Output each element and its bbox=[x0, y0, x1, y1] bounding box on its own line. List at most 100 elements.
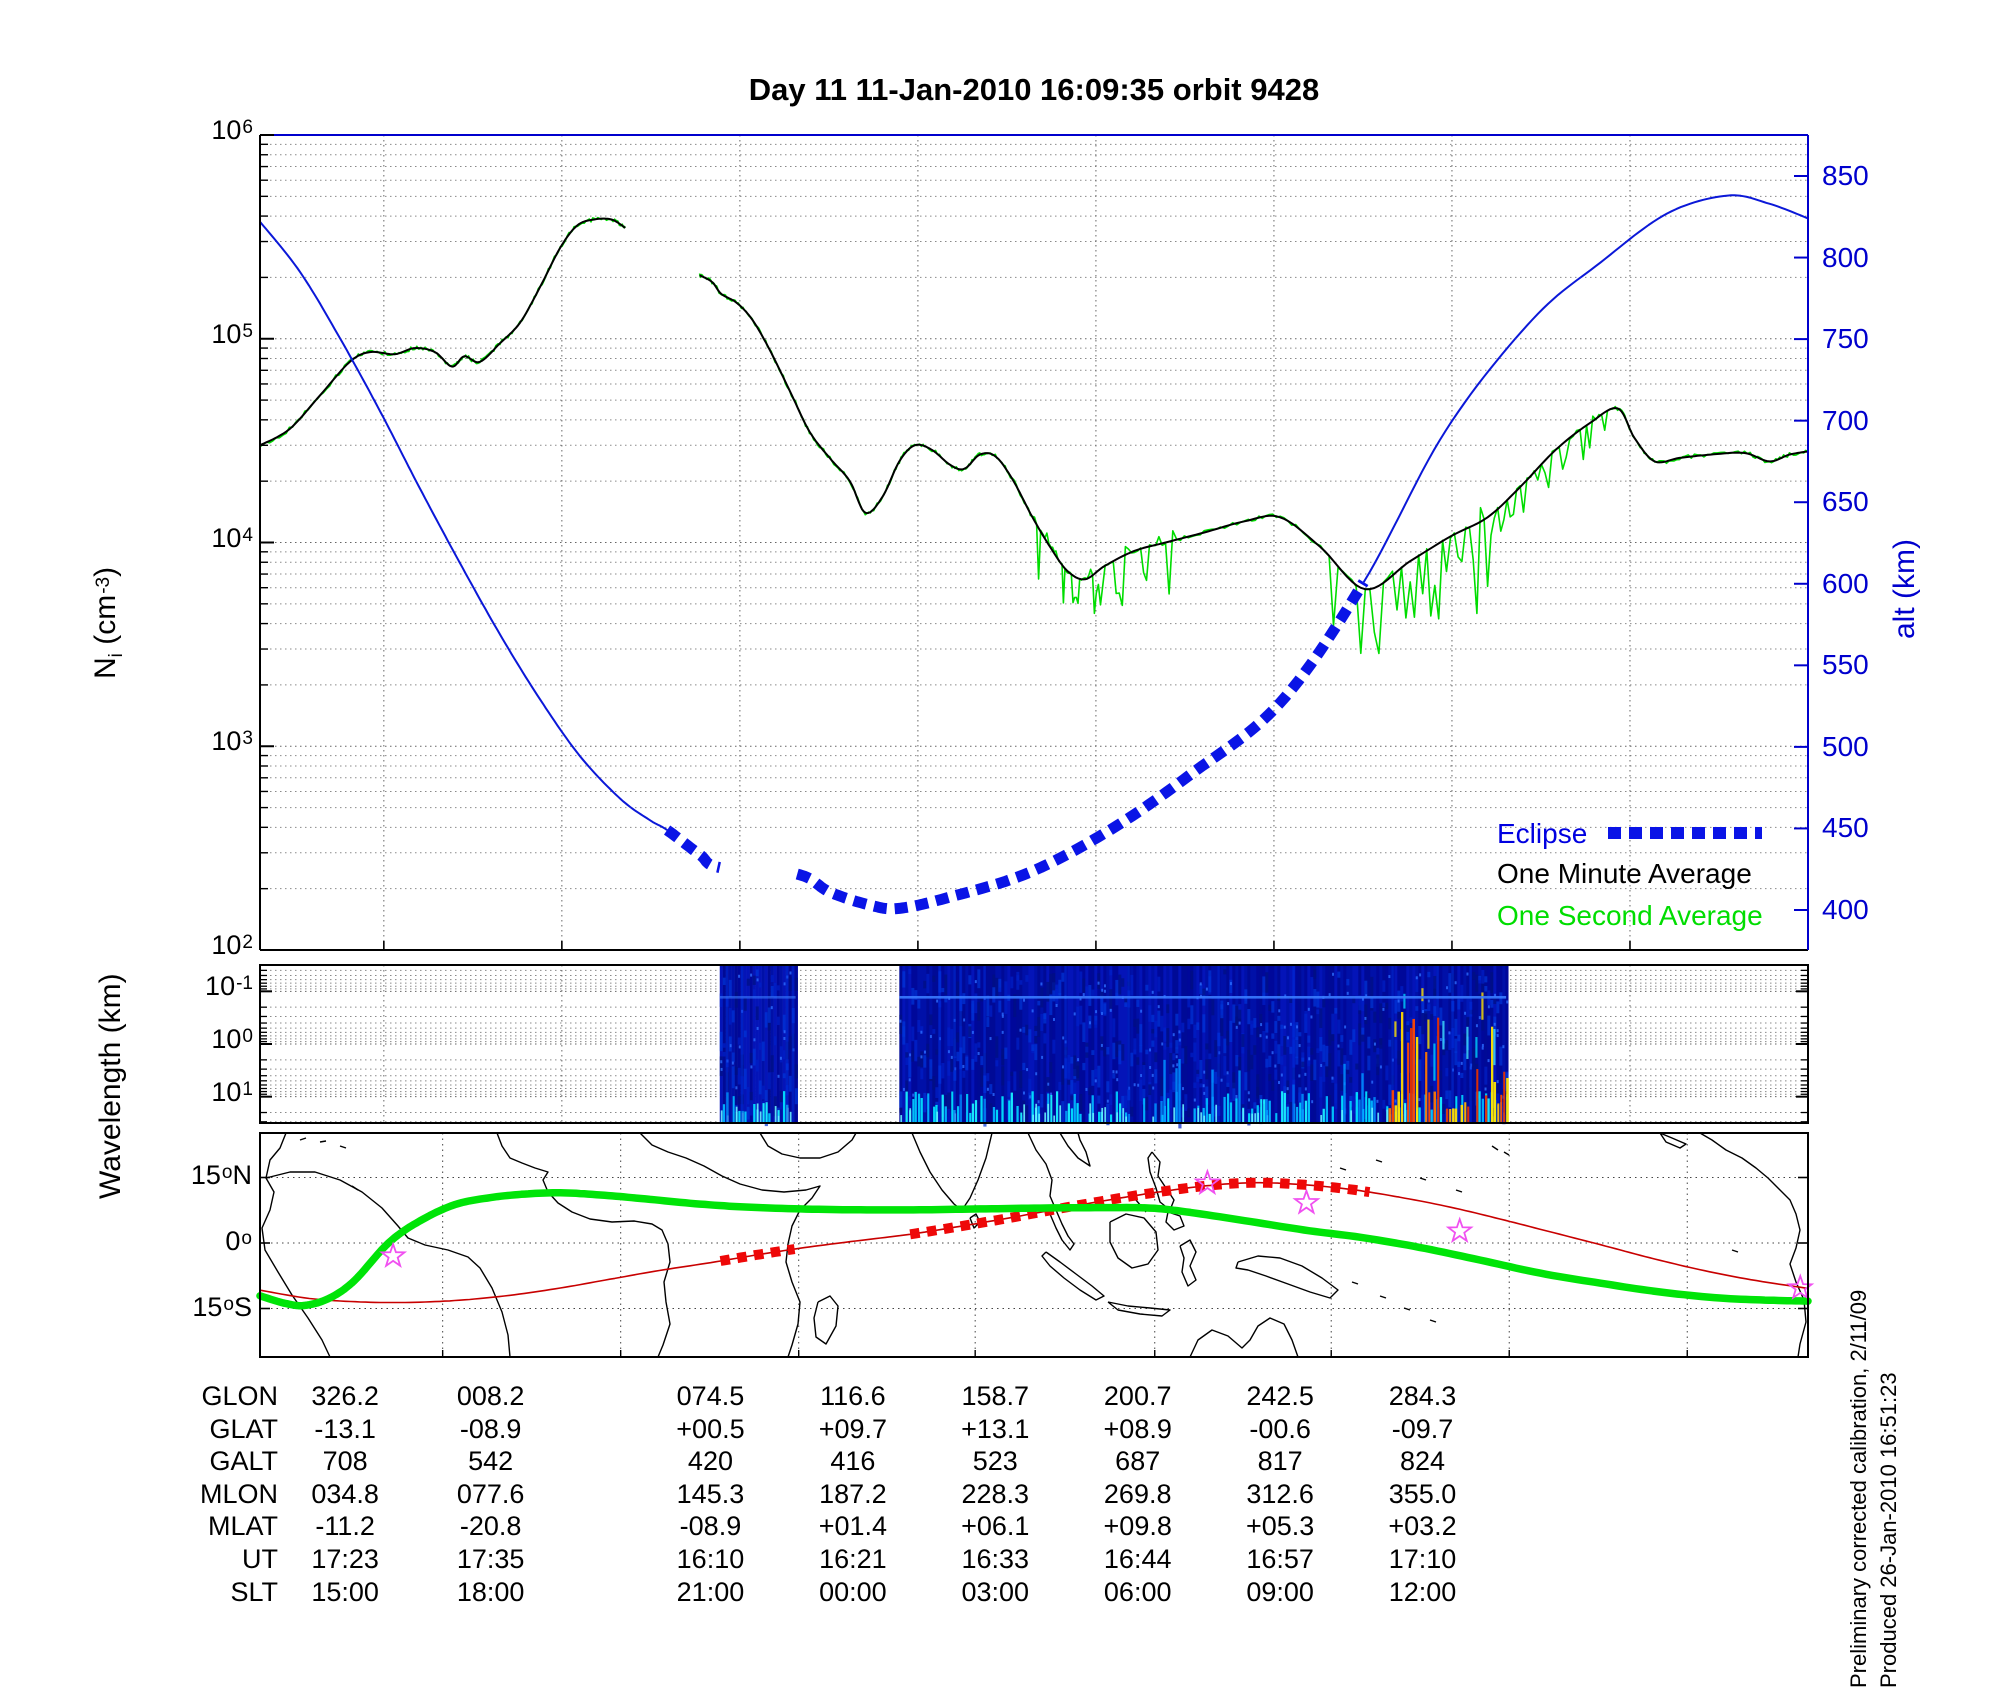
star-marker bbox=[1292, 1188, 1321, 1215]
star-marker bbox=[1445, 1216, 1474, 1244]
spectrogram-column bbox=[1310, 966, 1314, 1122]
table-cell: +09.7 bbox=[818, 1413, 888, 1444]
spectrogram-column bbox=[752, 966, 756, 1122]
spectrogram-column bbox=[1019, 966, 1023, 1122]
table-cell: 034.8 bbox=[311, 1478, 379, 1509]
spectrogram-column bbox=[794, 966, 798, 1122]
spectrogram-column bbox=[1154, 966, 1158, 1122]
coastline bbox=[1107, 1301, 1171, 1317]
table-cell: 16:33 bbox=[961, 1544, 1030, 1574]
altitude-curve bbox=[259, 221, 668, 831]
spectrogram-column bbox=[1124, 966, 1128, 1122]
page-title: Day 11 11-Jan-2010 16:09:35 orbit 9428 bbox=[748, 72, 1320, 107]
spectrogram-column bbox=[767, 966, 771, 1122]
table-row-label: MLON bbox=[199, 1478, 278, 1509]
spectrogram-column bbox=[1046, 966, 1050, 1122]
table-cell: 326.2 bbox=[311, 1381, 379, 1411]
spectrogram-column bbox=[1382, 966, 1386, 1122]
spectrogram-column bbox=[734, 966, 738, 1122]
spectrogram-column bbox=[1184, 966, 1188, 1122]
tick-label-altitude: 500 bbox=[1822, 730, 1869, 762]
spectrogram-column bbox=[1211, 966, 1215, 1122]
table-cell: 074.5 bbox=[676, 1381, 745, 1411]
coastline bbox=[1659, 1132, 1687, 1149]
spectrogram-column bbox=[1079, 966, 1083, 1122]
table-cell: -08.9 bbox=[679, 1511, 742, 1542]
spectrogram-column bbox=[1487, 966, 1491, 1122]
table-cell: 03:00 bbox=[961, 1576, 1030, 1607]
coastline bbox=[813, 1295, 839, 1345]
star-marker bbox=[379, 1241, 408, 1269]
spectrogram-column bbox=[929, 966, 933, 1122]
spectrogram-column bbox=[968, 966, 972, 1122]
spectrogram-column bbox=[1070, 966, 1074, 1122]
spectrogram-column bbox=[1301, 966, 1305, 1122]
spectrogram-column bbox=[1346, 966, 1350, 1122]
spectrogram-column bbox=[1484, 966, 1488, 1122]
legend-one-minute-label: One Minute Average bbox=[1497, 858, 1752, 889]
spectrogram-column bbox=[1025, 966, 1029, 1122]
spectrogram-column bbox=[971, 966, 975, 1122]
spectrogram-column bbox=[1082, 966, 1086, 1122]
table-cell: 17:35 bbox=[456, 1544, 525, 1574]
coastline bbox=[639, 1132, 821, 1358]
spectrogram-column bbox=[1313, 966, 1317, 1122]
table-cell: 687 bbox=[1115, 1446, 1161, 1477]
table-cell: 00:00 bbox=[819, 1576, 887, 1607]
coastline bbox=[319, 1140, 327, 1143]
spectrogram-column bbox=[1457, 966, 1461, 1122]
spectrogram-column bbox=[911, 966, 915, 1122]
coastline bbox=[1027, 1132, 1075, 1251]
tick-label-density: 102 bbox=[211, 930, 253, 960]
spectrogram-column bbox=[1370, 966, 1374, 1122]
table-row-label: GLON bbox=[201, 1381, 278, 1411]
spectrogram-column bbox=[770, 966, 774, 1122]
spectrogram-column bbox=[1502, 966, 1506, 1122]
spectrogram-column bbox=[1361, 966, 1365, 1122]
table-cell: 817 bbox=[1257, 1446, 1303, 1477]
spectrogram-column bbox=[1307, 966, 1311, 1122]
tick-label-altitude: 400 bbox=[1822, 893, 1869, 925]
table-cell: 284.3 bbox=[1388, 1381, 1457, 1411]
spectrogram-column bbox=[1331, 966, 1335, 1122]
ground-track-eclipse-dash bbox=[719, 1244, 796, 1266]
spectrogram-column bbox=[1055, 966, 1059, 1122]
ground-track-green bbox=[256, 1189, 1812, 1310]
table-cell: 15:00 bbox=[311, 1576, 379, 1607]
spectrogram-column bbox=[1265, 966, 1269, 1122]
table-row-label: MLAT bbox=[207, 1511, 278, 1542]
tick-label-altitude: 850 bbox=[1822, 160, 1869, 191]
spectrogram-column bbox=[917, 966, 921, 1122]
spectrogram-column bbox=[1094, 966, 1098, 1122]
coastline bbox=[1455, 1189, 1463, 1193]
spectrogram-column bbox=[1424, 966, 1428, 1122]
table-cell: -11.2 bbox=[315, 1511, 375, 1542]
table-cell: 16:57 bbox=[1246, 1544, 1314, 1574]
coastline bbox=[1351, 1281, 1359, 1285]
spectrogram-column bbox=[1130, 966, 1134, 1122]
table-cell: 542 bbox=[468, 1446, 514, 1477]
tick-label-altitude: 550 bbox=[1822, 649, 1869, 681]
spectrogram-column bbox=[1385, 966, 1389, 1122]
table-cell: +06.1 bbox=[961, 1511, 1030, 1542]
spectrogram-column bbox=[1076, 966, 1080, 1122]
spectrogram-column bbox=[1007, 966, 1011, 1122]
spectrogram-column bbox=[1190, 966, 1194, 1122]
spectrogram-column bbox=[1376, 966, 1380, 1122]
spectrogram-column bbox=[1022, 966, 1026, 1122]
spectrogram-column bbox=[1460, 966, 1464, 1122]
table-cell: 187.2 bbox=[819, 1478, 887, 1509]
spectrogram-column bbox=[1259, 966, 1263, 1122]
coastline bbox=[261, 1132, 331, 1358]
legend-eclipse-label: Eclipse bbox=[1497, 818, 1588, 849]
spectrogram-column bbox=[1004, 966, 1008, 1122]
spectrogram-column bbox=[1088, 966, 1092, 1122]
spectrogram-column bbox=[1247, 966, 1251, 1122]
coastline bbox=[1491, 1145, 1499, 1151]
tick-label-density: 103 bbox=[211, 726, 253, 757]
spectrogram-column bbox=[935, 966, 939, 1122]
spectrogram-column bbox=[1298, 966, 1302, 1122]
spectrogram-column bbox=[920, 966, 924, 1122]
